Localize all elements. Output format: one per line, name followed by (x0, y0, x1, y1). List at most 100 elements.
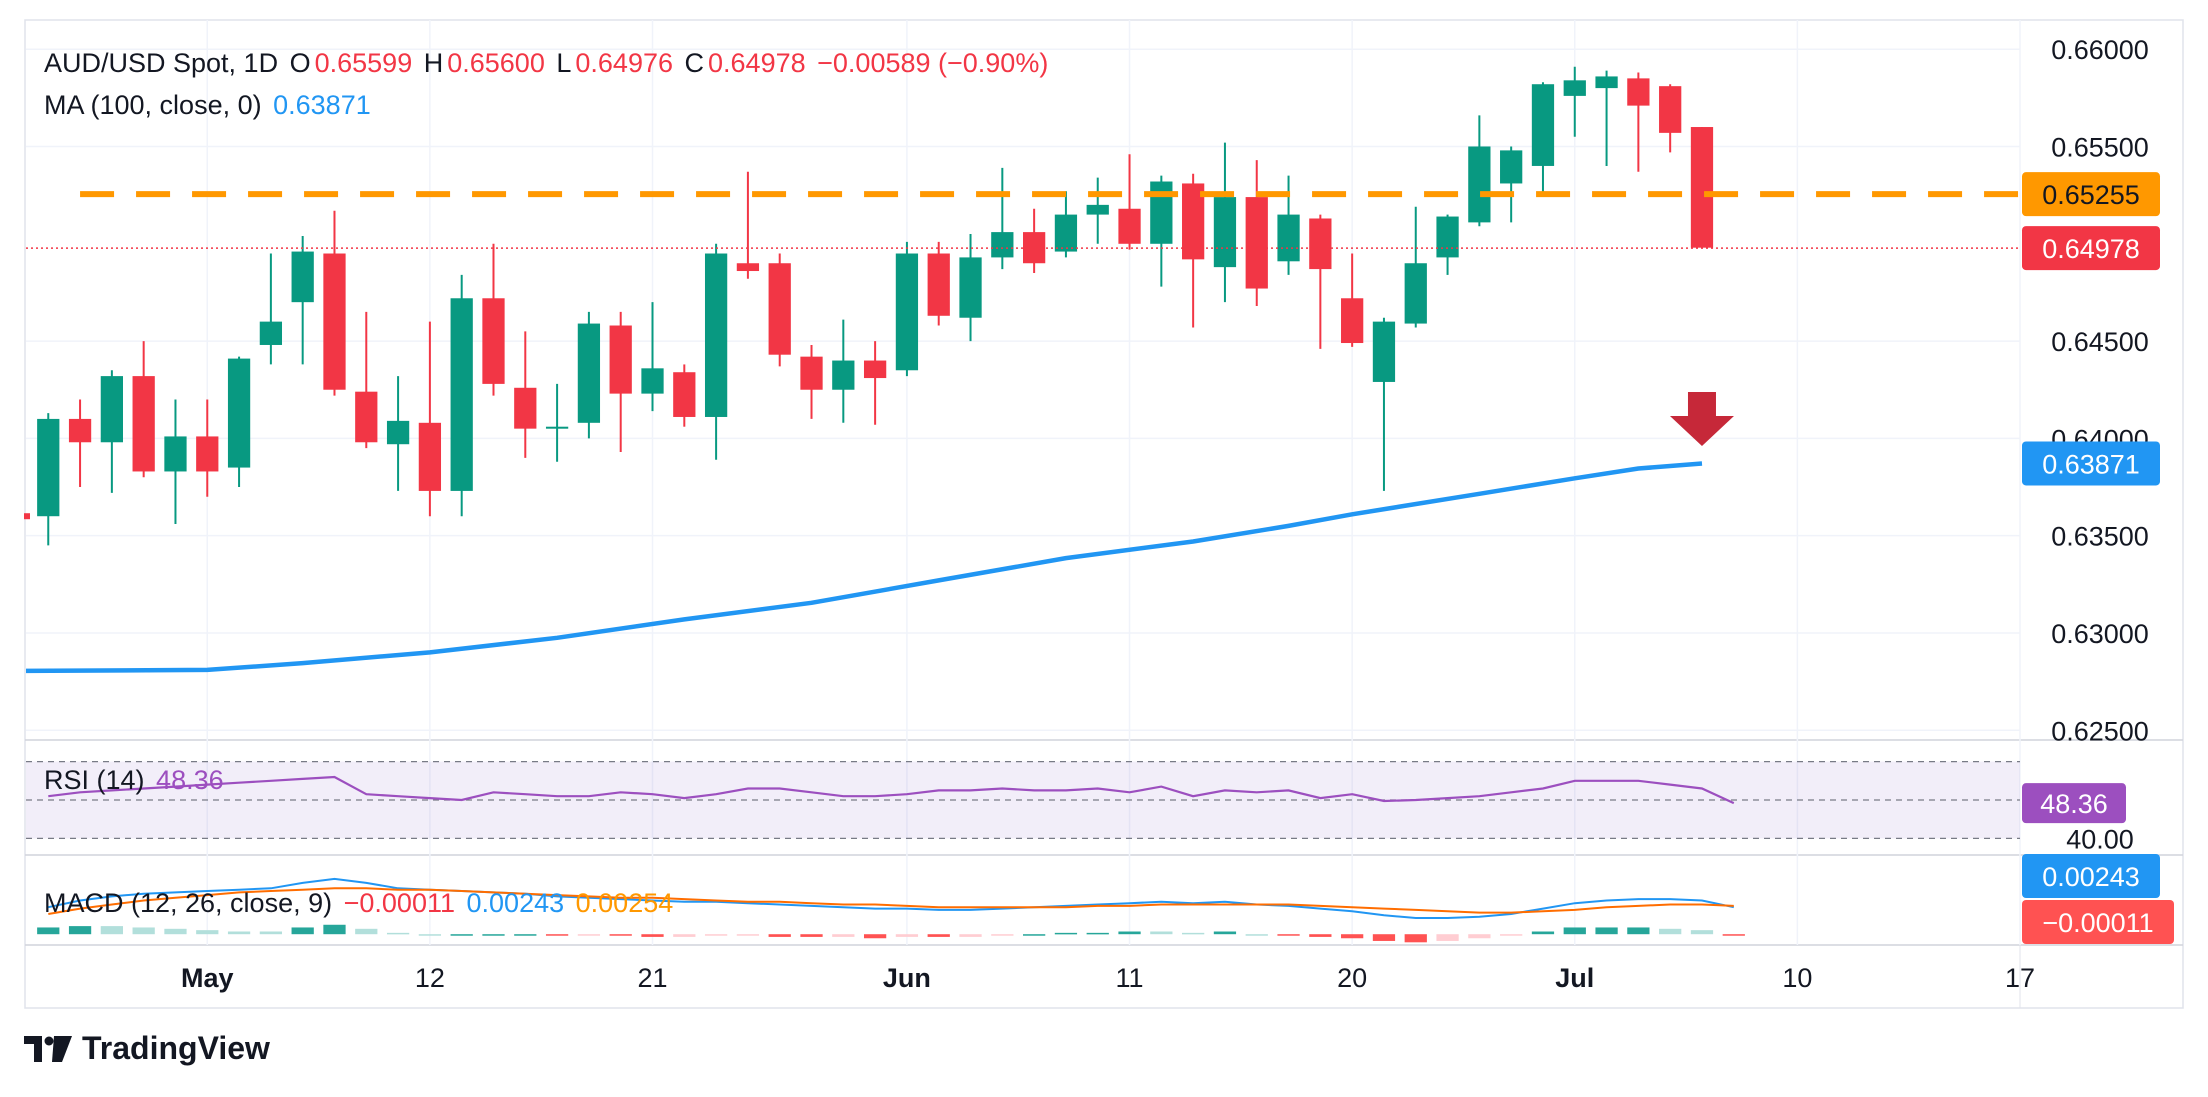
macd-histogram-bar (609, 934, 632, 936)
candle-body (355, 391, 378, 443)
legend-open-label: O (289, 48, 311, 78)
legend-ohlc: AUD/USD Spot, 1D O 0.65599 H 0.65600 L 0.64… (44, 48, 1052, 79)
candle-body (68, 418, 92, 443)
macd-histogram-bar (1182, 932, 1205, 935)
badge-ma-text: 0.63871 (2042, 449, 2140, 479)
candle-body (259, 321, 283, 345)
candle-body (609, 325, 632, 394)
candle-body (959, 257, 982, 318)
macd-histogram-bar (1245, 934, 1268, 936)
macd-histogram-bar (1054, 932, 1078, 935)
candle-body (1086, 204, 1109, 215)
legend-low: 0.64976 (575, 48, 673, 78)
badge-resistance-text: 0.65255 (2042, 180, 2140, 210)
macd-histogram-bar (959, 934, 982, 937)
macd-histogram-bar (1086, 932, 1109, 935)
x-tick-label: Jun (883, 963, 931, 993)
macd-histogram-bar (1213, 931, 1237, 935)
rsi-pane (26, 760, 2020, 840)
legend-high: 0.65600 (447, 48, 545, 78)
macd-signal-line (48, 887, 1734, 915)
ma-100-line (25, 461, 1703, 674)
y-tick-label: 0.63000 (2051, 619, 2149, 649)
candle-body (641, 368, 664, 394)
candle-body (1245, 197, 1268, 289)
macd-histogram-bar (673, 934, 696, 937)
badge-macd-hist: −0.00011 (2022, 900, 2174, 944)
macd-histogram-bar (1627, 927, 1650, 935)
x-tick-label: 20 (1337, 963, 1367, 993)
brand-name: TradingView (82, 1030, 270, 1066)
candle-body (450, 298, 473, 491)
tradingview-logo[interactable]: TradingView (24, 1030, 270, 1067)
down-arrow-icon (1669, 392, 1734, 446)
candle-body (577, 323, 601, 423)
macd-histogram-bar (1690, 930, 1714, 935)
macd-histogram-bar (418, 934, 442, 936)
macd-histogram-bar (1404, 934, 1427, 943)
macd-histogram-bar (355, 928, 378, 935)
legend-macd-signal: 0.00254 (575, 888, 674, 918)
macd-histogram-bar (100, 926, 123, 935)
candle-body (832, 360, 855, 390)
offscreen-candle-marker (24, 513, 30, 520)
candle-body (291, 251, 314, 303)
macd-histogram-bar (68, 926, 92, 935)
legend-macd-line: 0.00243 (466, 888, 565, 918)
candle-body (227, 358, 251, 468)
macd-histogram-bar (863, 934, 887, 939)
rsi-line (48, 775, 1735, 805)
macd-histogram-bar (927, 934, 950, 937)
macd-histogram-bar (482, 934, 505, 936)
macd-histogram-bar (1118, 931, 1141, 935)
candle-body (1372, 321, 1396, 382)
legend-low-label: L (556, 48, 572, 78)
candle-body (991, 232, 1014, 258)
candle-body (673, 372, 696, 417)
x-tick-label: May (181, 963, 234, 993)
candle-body (1531, 84, 1555, 166)
badge-macd-hist-text: −0.00011 (2042, 908, 2153, 938)
chart-frame (24, 19, 2184, 1009)
macd-histogram-bar (164, 928, 187, 935)
candle-body (323, 253, 346, 390)
candle-body (545, 426, 569, 429)
badge-ma-bg (2022, 441, 2160, 486)
badge-ma: 0.63871 (2022, 441, 2160, 486)
macd-histogram-bar (1372, 934, 1396, 941)
candle-body (196, 436, 219, 472)
candle-body (1309, 218, 1332, 270)
candle-body (1213, 197, 1237, 268)
candle-body (1500, 150, 1523, 184)
candle-body (1468, 146, 1491, 223)
badge-rsi: 48.36 (2022, 783, 2126, 824)
macd-histogram-bar (259, 931, 283, 935)
x-tick-label: 11 (1116, 963, 1144, 993)
candle-body (800, 356, 823, 390)
macd-histogram-bar (736, 934, 760, 936)
candle-body (386, 420, 410, 445)
candle-body (514, 387, 537, 429)
candle-body (418, 422, 442, 491)
legend-ma-value: 0.63871 (273, 90, 371, 120)
y-tick-label: 0.64500 (2051, 327, 2149, 357)
candle-body (927, 253, 950, 316)
macd-histogram-bar (1531, 931, 1555, 935)
macd-histogram-bar (1341, 934, 1364, 939)
x-tick-label: 21 (637, 963, 667, 993)
axes: 0.660000.655000.645000.640000.635000.630… (181, 35, 2149, 993)
legend-high-label: H (423, 48, 444, 78)
price-badges: 0.65255 0.64978 0.63871 48.36 0.00243 −0.0001… (2022, 172, 2174, 944)
candle-body (1023, 232, 1046, 264)
macd-layer (37, 877, 1745, 943)
macd-histogram-bar (37, 927, 60, 935)
macd-histogram-bar (545, 934, 569, 936)
macd-histogram-bar (514, 934, 537, 936)
legend-close: 0.64978 (708, 48, 806, 78)
x-tick-label: 10 (1782, 963, 1812, 993)
candle-body (1118, 208, 1141, 244)
candle-body (1404, 263, 1427, 324)
candle-body (895, 253, 919, 371)
macd-histogram-bar (196, 930, 219, 935)
